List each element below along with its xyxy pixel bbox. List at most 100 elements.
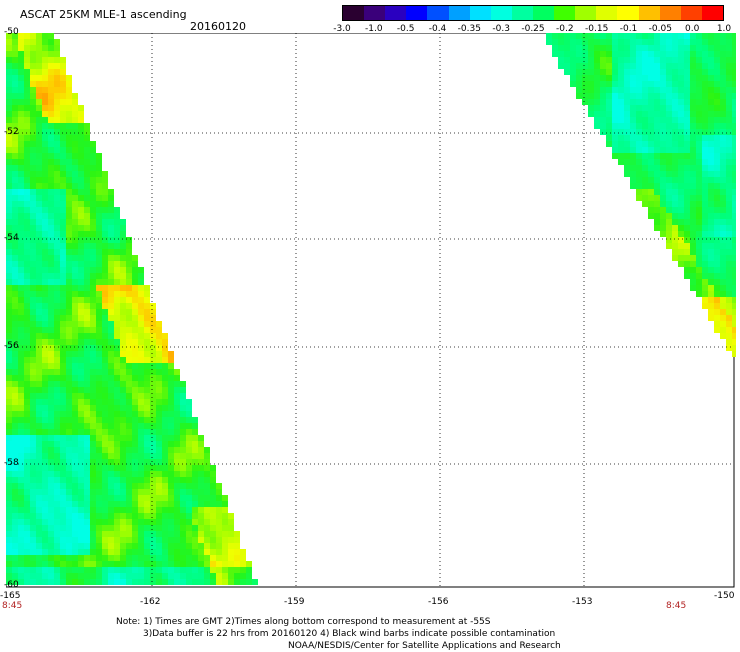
swath-cell: [108, 201, 114, 207]
swath-cell: [708, 63, 714, 69]
swath-cell: [108, 189, 114, 195]
swath-cell: [48, 555, 54, 561]
swath-cell: [102, 507, 108, 513]
swath-cell: [108, 549, 114, 555]
swath-cell: [66, 195, 72, 201]
swath-cell: [6, 315, 12, 321]
swath-cell: [162, 441, 168, 447]
swath-cell: [66, 519, 72, 525]
swath-cell: [132, 489, 138, 495]
swath-cell: [642, 93, 648, 99]
swath-cell: [204, 549, 210, 555]
swath-cell: [678, 237, 684, 243]
swath-cell: [720, 297, 726, 303]
swath-cell: [84, 543, 90, 549]
swath-cell: [48, 537, 54, 543]
swath-cell: [660, 153, 666, 159]
swath-cell: [102, 399, 108, 405]
swath-cell: [144, 555, 150, 561]
swath-cell: [36, 81, 42, 87]
swath-cell: [720, 231, 726, 237]
swath-cell: [54, 567, 60, 573]
color-scale-swatch: [638, 6, 660, 20]
swath-cell: [126, 435, 132, 441]
swath-cell: [624, 111, 630, 117]
swath-cell: [714, 195, 720, 201]
swath-cell: [204, 483, 210, 489]
swath-cell: [132, 363, 138, 369]
swath-cell: [12, 93, 18, 99]
swath-cell: [18, 441, 24, 447]
swath-cell: [702, 99, 708, 105]
swath-cell: [666, 141, 672, 147]
swath-cell: [42, 171, 48, 177]
swath-cell: [120, 387, 126, 393]
swath-cell: [42, 333, 48, 339]
swath-cell: [732, 345, 736, 351]
swath-cell: [672, 243, 678, 249]
swath-cell: [66, 369, 72, 375]
swath-cell: [726, 171, 732, 177]
swath-cell: [12, 129, 18, 135]
swath-cell: [672, 255, 678, 261]
swath-cell: [42, 543, 48, 549]
swath-cell: [690, 87, 696, 93]
swath-cell: [114, 303, 120, 309]
swath-cell: [726, 201, 732, 207]
swath-cell: [636, 105, 642, 111]
swath-cell: [732, 351, 736, 357]
swath-cell: [714, 309, 720, 315]
swath-cell: [690, 105, 696, 111]
swath-cell: [654, 69, 660, 75]
swath-cell: [18, 87, 24, 93]
swath-cell: [192, 489, 198, 495]
swath-cell: [606, 117, 612, 123]
swath-cell: [48, 345, 54, 351]
swath-cell: [696, 129, 702, 135]
swath-cell: [60, 471, 66, 477]
swath-cell: [138, 387, 144, 393]
swath-cell: [24, 117, 30, 123]
swath-cell: [120, 465, 126, 471]
swath-cell: [234, 579, 240, 585]
swath-cell: [36, 39, 42, 45]
swath-cell: [636, 45, 642, 51]
swath-cell: [12, 51, 18, 57]
swath-cell: [36, 207, 42, 213]
swath-cell: [600, 33, 606, 39]
swath-cell: [48, 111, 54, 117]
swath-cell: [36, 249, 42, 255]
swath-cell: [648, 81, 654, 87]
swath-cell: [30, 333, 36, 339]
swath-cell: [36, 447, 42, 453]
swath-cell: [12, 195, 18, 201]
swath-cell: [168, 423, 174, 429]
swath-cell: [84, 555, 90, 561]
swath-cell: [204, 453, 210, 459]
swath-cell: [138, 459, 144, 465]
swath-cell: [48, 483, 54, 489]
swath-cell: [648, 171, 654, 177]
swath-cell: [12, 333, 18, 339]
swath-cell: [684, 99, 690, 105]
swath-cell: [120, 327, 126, 333]
swath-cell: [36, 63, 42, 69]
swath-cell: [582, 45, 588, 51]
swath-cell: [90, 189, 96, 195]
swath-cell: [210, 525, 216, 531]
swath-cell: [150, 489, 156, 495]
swath-cell: [12, 369, 18, 375]
swath-cell: [174, 531, 180, 537]
swath-cell: [54, 267, 60, 273]
swath-cell: [120, 507, 126, 513]
swath-cell: [102, 231, 108, 237]
swath-cell: [72, 201, 78, 207]
swath-cell: [90, 573, 96, 579]
swath-cell: [78, 393, 84, 399]
swath-cell: [6, 381, 12, 387]
swath-cell: [114, 453, 120, 459]
swath-cell: [156, 501, 162, 507]
swath-cell: [708, 69, 714, 75]
swath-cell: [144, 501, 150, 507]
swath-cell: [126, 447, 132, 453]
